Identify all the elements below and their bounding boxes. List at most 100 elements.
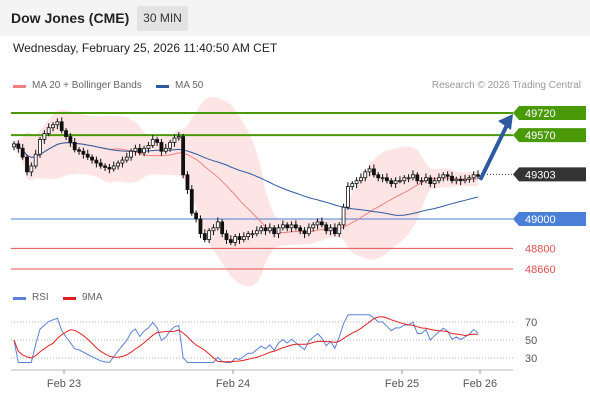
candle-body	[194, 212, 199, 220]
price-tag-49303	[513, 167, 586, 182]
candle-body	[467, 177, 472, 180]
candle-body	[389, 180, 394, 185]
candle-body	[129, 150, 133, 158]
candle-body	[437, 177, 441, 182]
candle-body	[237, 236, 242, 240]
candle-body	[259, 227, 264, 232]
candle-body	[263, 227, 268, 232]
candle-body	[107, 167, 112, 170]
candle-body	[20, 147, 25, 158]
ma20-legend-label: MA 20 + Bollinger Bands	[32, 80, 142, 91]
candle-body	[441, 174, 446, 179]
rsi-legend-swatch	[13, 297, 26, 300]
candle-body	[276, 227, 281, 235]
candle-body	[55, 121, 60, 126]
forecast-arrow-shaft	[479, 123, 509, 181]
instrument-title: Dow Jones (CME)	[11, 10, 130, 26]
candle-body	[319, 221, 324, 226]
price-label-49570: 49570	[525, 130, 556, 142]
candle-body	[267, 227, 272, 232]
rsi-line	[13, 314, 479, 364]
candle-body	[120, 159, 125, 164]
candle-body	[328, 227, 333, 232]
candle-body	[142, 147, 146, 154]
candle-body	[94, 159, 99, 164]
candle-body	[16, 143, 21, 149]
candle-body	[324, 224, 329, 232]
candle-body	[280, 224, 285, 229]
rsi-ma-line	[13, 316, 479, 363]
candle-body	[454, 178, 459, 182]
candle-body	[46, 127, 51, 135]
candle-body	[228, 239, 233, 243]
time-axis-label: Feb 25	[385, 378, 419, 390]
candle-body	[311, 224, 316, 229]
ma20-legend-swatch	[13, 85, 26, 88]
price-label-49000: 49000	[525, 214, 556, 226]
candle-body	[72, 142, 77, 151]
candle-body	[332, 227, 337, 235]
candle-body	[155, 139, 160, 143]
candle-body	[159, 142, 164, 152]
candle-body	[207, 230, 212, 240]
rsi-legend-label: RSI	[32, 292, 49, 303]
candle-body	[246, 233, 251, 238]
candle-body	[350, 183, 355, 187]
rsi-ma-legend-swatch	[63, 297, 76, 300]
price-tag-49000	[513, 211, 586, 226]
candle-body	[90, 156, 94, 161]
candle-body	[471, 174, 476, 179]
candle-body	[124, 156, 129, 161]
chart-datetime: Wednesday, February 25, 2026 11:40:50 AM…	[13, 41, 278, 55]
price-label-49720: 49720	[525, 108, 556, 120]
candle-body	[64, 130, 68, 137]
candle-body	[111, 165, 116, 170]
candle-body	[224, 233, 229, 240]
rsi-ma-legend-label: 9MA	[82, 292, 103, 303]
timeframe-button[interactable]: 30 MIN	[137, 6, 188, 31]
price-label-49303: 49303	[525, 169, 556, 181]
candle-body	[363, 171, 368, 179]
candle-body	[241, 236, 246, 240]
price-tag-49570	[513, 128, 586, 143]
candle-body	[163, 147, 168, 152]
candle-body	[380, 177, 385, 180]
candle-body	[185, 174, 190, 190]
bollinger-band-area	[14, 96, 478, 287]
candle-body	[59, 121, 64, 132]
candle-body	[133, 147, 138, 152]
research-credit: Research © 2026 Trading Central	[431, 80, 581, 91]
candle-body	[406, 177, 411, 180]
candle-body	[315, 221, 320, 226]
price-label-48660: 48660	[525, 264, 556, 276]
candle-body	[233, 236, 238, 243]
candle-body	[272, 227, 277, 235]
candle-body	[341, 206, 346, 226]
candle-body	[419, 180, 424, 183]
candle-body	[372, 168, 376, 176]
candle-body	[42, 133, 47, 140]
candle-body	[98, 162, 103, 167]
candle-body	[302, 230, 307, 235]
candle-body	[172, 137, 177, 143]
candle-body	[168, 142, 173, 149]
candle-body	[202, 233, 207, 240]
candle-body	[424, 177, 428, 182]
time-axis-label: Feb 26	[463, 378, 497, 390]
candle-body	[337, 224, 342, 235]
rsi-level-label-50: 50	[525, 335, 537, 347]
candle-body	[250, 233, 255, 236]
candle-body	[33, 153, 38, 167]
candle-body	[189, 189, 194, 214]
ma50-legend-swatch	[156, 85, 169, 88]
chart-header: Dow Jones (CME) 30 MIN	[0, 0, 590, 36]
candle-body	[220, 221, 225, 235]
candle-body	[376, 174, 381, 179]
candle-body	[463, 178, 467, 182]
rsi-level-label-70: 70	[525, 317, 537, 329]
candle-body	[428, 177, 433, 185]
candle-body	[137, 147, 142, 154]
candle-body	[359, 177, 363, 182]
candle-body	[415, 174, 420, 182]
price-tag-49720	[513, 106, 586, 120]
